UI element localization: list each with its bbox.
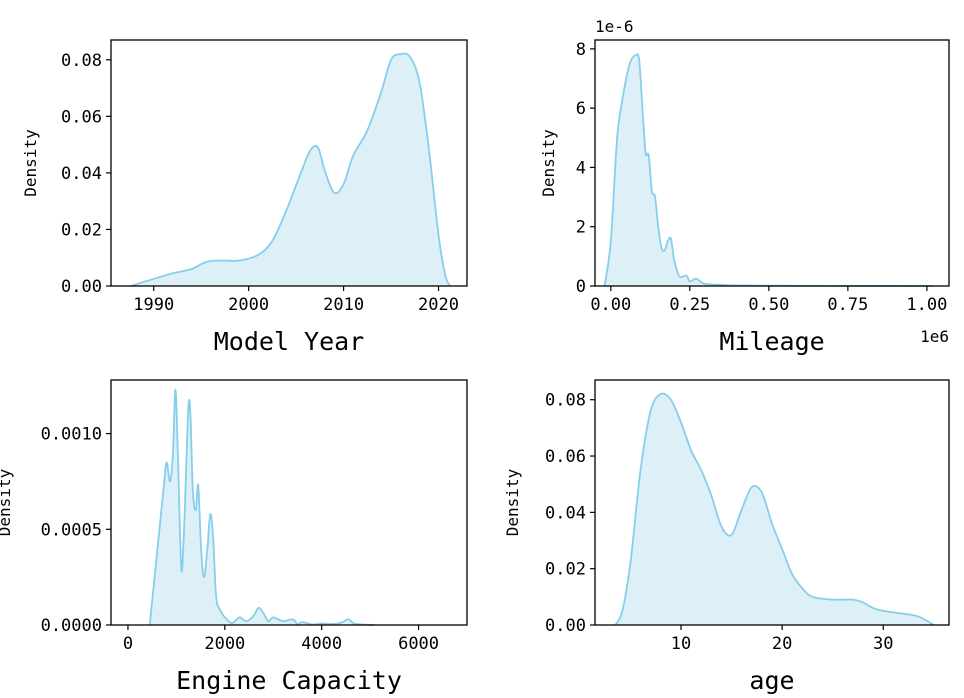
x-tick-label: 6000 xyxy=(398,634,439,654)
density-fill xyxy=(604,54,934,286)
y-tick-label: 0 xyxy=(576,277,586,297)
x-tick-label: 2010 xyxy=(323,295,364,315)
y-tick-label: 0.02 xyxy=(61,220,102,240)
x-tick-label: 10 xyxy=(671,634,691,654)
x-axis-label: Mileage xyxy=(719,327,824,356)
x-tick-label: 0.00 xyxy=(590,295,631,315)
density-fill xyxy=(149,389,375,625)
y-tick-label: 0.0005 xyxy=(41,520,102,540)
density-line xyxy=(148,388,376,626)
axes-frame xyxy=(110,379,468,626)
y-tick-label: 0.0000 xyxy=(41,616,102,636)
y-tick-label: 0.04 xyxy=(545,503,586,523)
y-tick-label: 0.04 xyxy=(61,164,102,184)
y-tick-label: 0.06 xyxy=(545,447,586,467)
y-tick-label: 2 xyxy=(576,218,586,238)
density-line xyxy=(614,392,935,626)
density-fill xyxy=(130,53,450,286)
x-tick-label: 4000 xyxy=(301,634,342,654)
axes-frame xyxy=(594,379,950,626)
subplot-1: 1990 2000 2010 2020 0.00 0.02 0.04 0.06 0.08 Mode… xyxy=(21,39,468,356)
y-offset-label: 1e-6 xyxy=(595,17,634,36)
x-tick-label: 0.25 xyxy=(669,295,710,315)
y-axis-label: Density xyxy=(21,129,40,197)
x-offset-label: 1e6 xyxy=(920,327,949,346)
y-tick-label: 0.08 xyxy=(545,391,586,411)
x-tick-label: 1990 xyxy=(133,295,174,315)
x-tick-label: 1.00 xyxy=(906,295,947,315)
x-tick-label: 2000 xyxy=(204,634,245,654)
x-tick-label: 20 xyxy=(772,634,792,654)
y-axis-label: Density xyxy=(503,468,522,536)
y-tick-label: 4 xyxy=(576,158,586,178)
y-tick-label: 0.02 xyxy=(545,560,586,580)
subplot-3: 0 2000 4000 6000 0.0000 0.0005 0.0010 Engine Ca… xyxy=(0,379,468,695)
axes-frame xyxy=(110,39,468,287)
y-tick-label: 8 xyxy=(576,40,586,60)
x-tick-label: 2000 xyxy=(228,295,269,315)
density-line xyxy=(130,52,451,287)
x-axis-label: age xyxy=(749,666,794,695)
x-tick-label: 2020 xyxy=(418,295,459,315)
y-tick-label: 0.0010 xyxy=(41,425,102,445)
subplot-4: 10 20 30 0.00 0.02 0.04 0.06 0.08 age Density xyxy=(503,379,950,695)
y-tick-label: 0.00 xyxy=(545,616,586,636)
y-axis-label: Density xyxy=(539,129,558,197)
y-tick-label: 0.00 xyxy=(61,277,102,297)
x-tick-label: 30 xyxy=(873,634,893,654)
x-axis-label: Model Year xyxy=(214,327,365,356)
axes-frame xyxy=(594,39,950,287)
x-tick-label: 0.75 xyxy=(827,295,868,315)
subplot-2: 0.00 0.25 0.50 0.75 1.00 0 2 4 6 8 Mileage Density 1… xyxy=(539,17,950,356)
x-tick-label: 0.50 xyxy=(748,295,789,315)
y-tick-label: 6 xyxy=(576,99,586,119)
x-tick-label: 0 xyxy=(123,634,133,654)
y-tick-label: 0.08 xyxy=(61,51,102,71)
y-axis-label: Density xyxy=(0,468,14,536)
x-axis-label: Engine Capacity xyxy=(176,666,402,695)
y-tick-label: 0.06 xyxy=(61,107,102,127)
density-fill xyxy=(615,393,934,625)
density-line xyxy=(603,53,934,287)
